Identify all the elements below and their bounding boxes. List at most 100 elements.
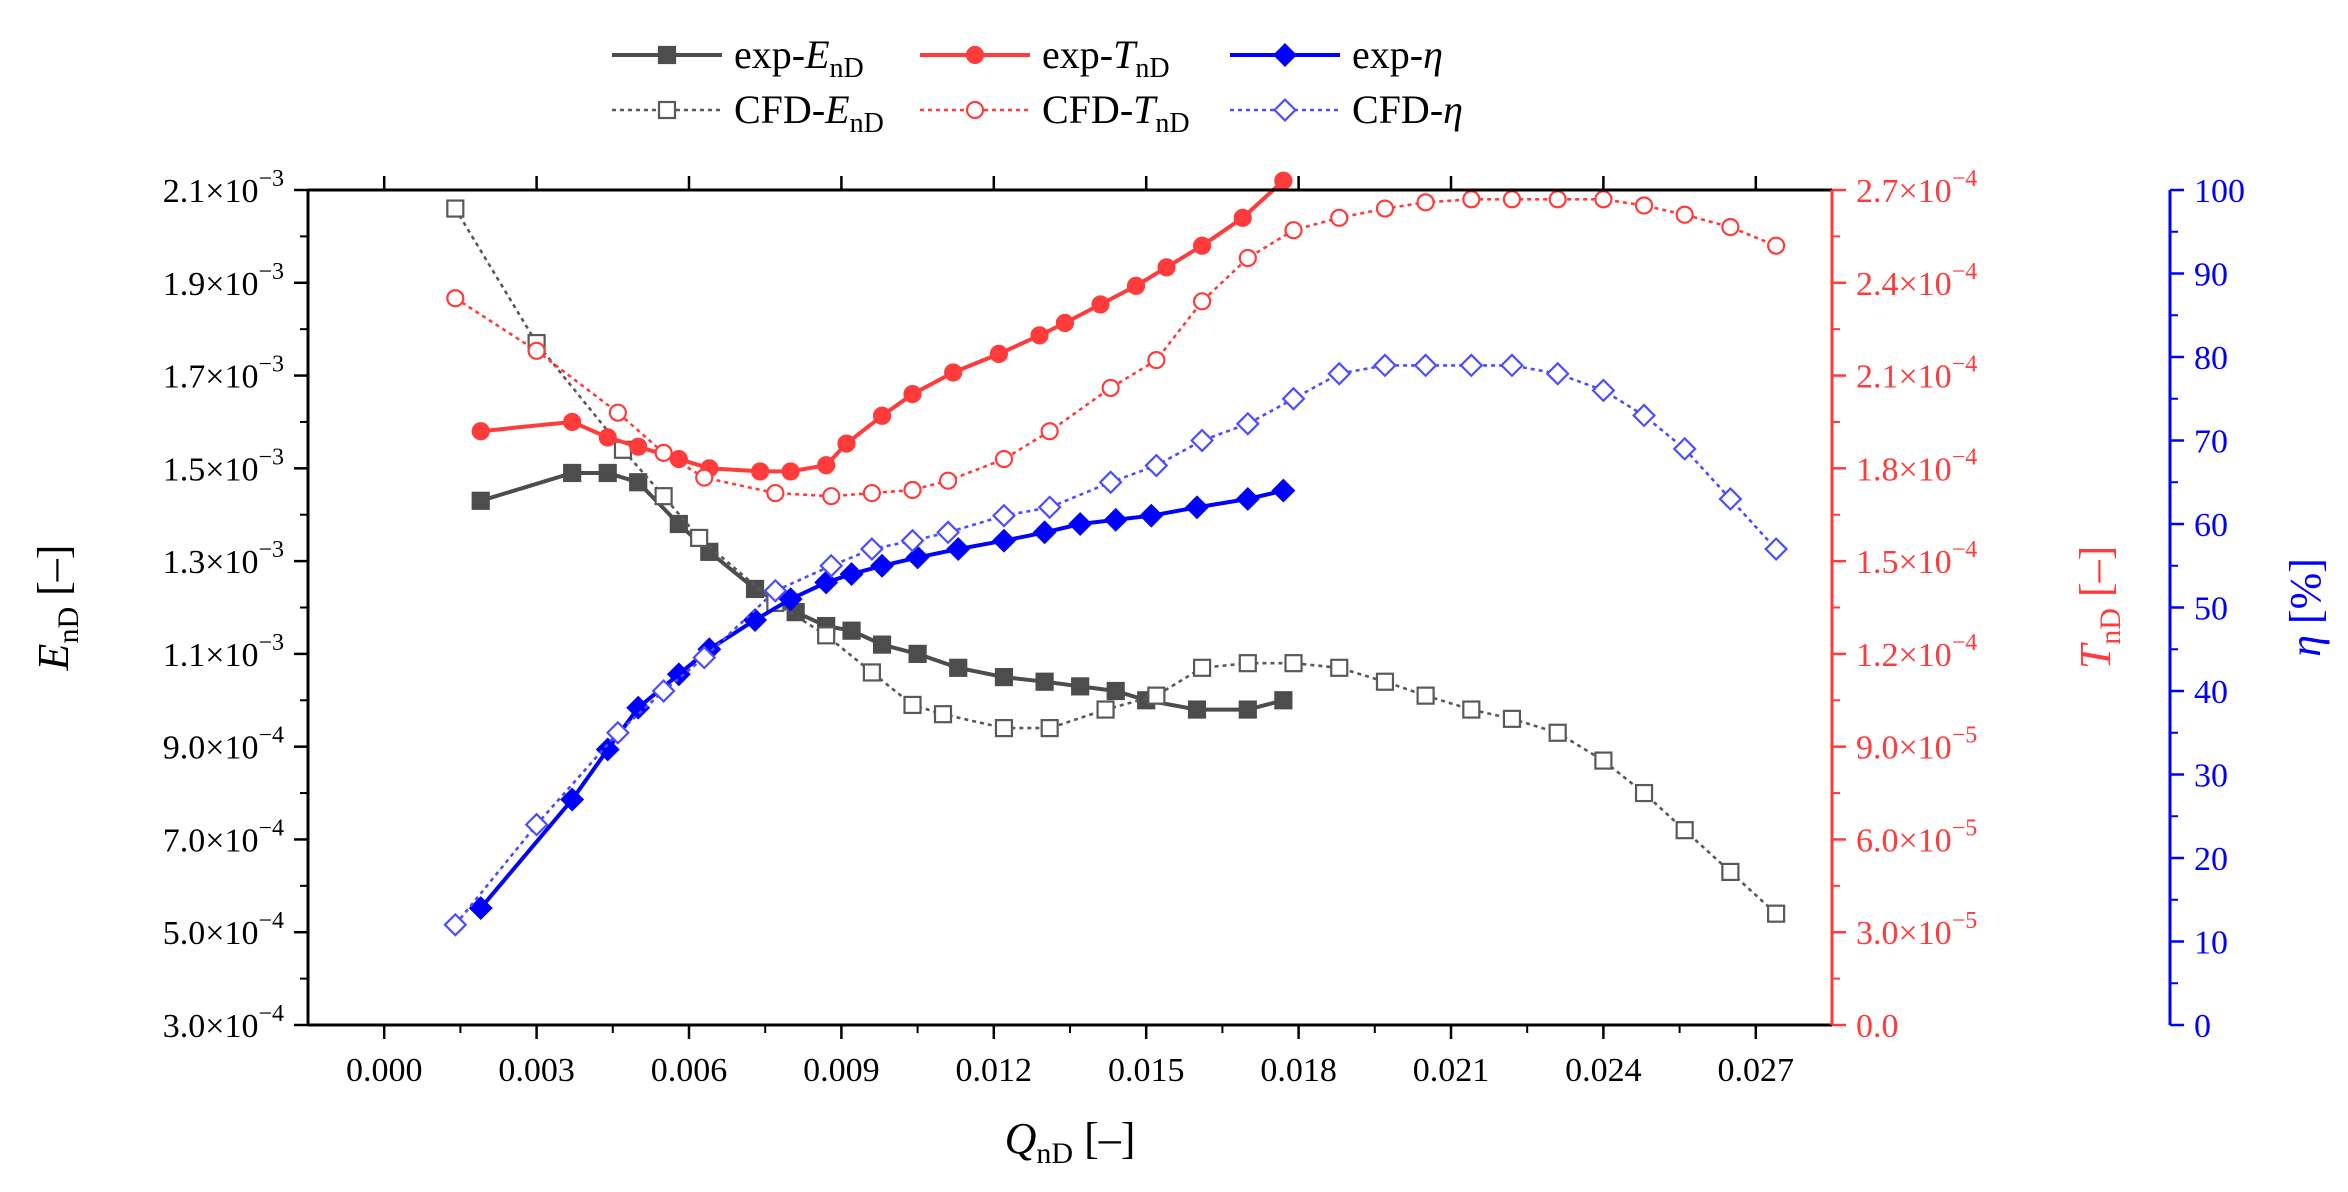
point-cfd-T [527, 341, 546, 360]
point-exp-T [872, 406, 892, 425]
point-cfd-E [1040, 719, 1059, 738]
x-tick-label: 0.018 [1260, 1052, 1337, 1089]
point-cfd-eta [443, 912, 468, 937]
point-cfd-E [1594, 751, 1613, 770]
point-exp-T [837, 434, 856, 453]
y-right2-tick-label: 10 [2194, 925, 2228, 962]
point-exp-T [471, 422, 490, 441]
y-right1-tick-label: 1.5×10−4 [1856, 537, 1977, 581]
point-exp-eta [1185, 495, 1209, 520]
y-right1-tick-label: 1.2×10−4 [1856, 630, 1977, 674]
point-cfd-eta [1591, 378, 1616, 403]
point-exp-E [471, 491, 490, 510]
legend-swatch-marker [965, 100, 985, 120]
point-cfd-T [994, 449, 1014, 469]
point-cfd-E [862, 663, 881, 682]
point-cfd-eta [763, 578, 788, 603]
legend-swatch-marker [1273, 98, 1297, 122]
point-cfd-eta [1545, 361, 1570, 386]
point-cfd-E [1502, 709, 1522, 728]
point-cfd-E [654, 487, 673, 506]
y-left-tick-label: 1.3×10−3 [163, 537, 284, 581]
point-cfd-T [1040, 422, 1059, 441]
series-line-exp-E [480, 471, 1284, 712]
y-right1-tick-label: 1.8×10−4 [1856, 444, 1977, 488]
legend-label: CFD-η [1352, 87, 1463, 132]
point-cfd-T [1416, 193, 1435, 212]
point-exp-T [1192, 236, 1212, 255]
y-right1-tick-label: 2.4×10−4 [1856, 259, 1977, 303]
point-exp-eta [1032, 520, 1057, 545]
point-cfd-T [1675, 205, 1694, 224]
point-cfd-T [695, 468, 714, 487]
point-cfd-T [1238, 248, 1257, 268]
point-exp-eta [870, 553, 894, 578]
x-tick-label: 0.012 [956, 1052, 1033, 1089]
legend-label: CFD-TnD [1042, 87, 1190, 139]
legend-label: exp-TnD [1042, 32, 1170, 84]
point-cfd-eta [1500, 353, 1524, 378]
series-line-cfd-E [454, 207, 1777, 915]
point-exp-E [1035, 672, 1054, 691]
x-tick-label: 0.015 [1108, 1052, 1185, 1089]
y-right2-axis-title: η [%] [2281, 558, 2330, 657]
point-cfd-T [1594, 190, 1613, 209]
point-cfd-E [933, 705, 953, 724]
point-cfd-E [903, 695, 922, 715]
point-cfd-T [1101, 378, 1120, 398]
point-exp-E [629, 473, 648, 492]
point-cfd-eta [1037, 495, 1062, 520]
point-exp-eta [992, 528, 1016, 553]
point-cfd-eta [1718, 486, 1743, 511]
point-cfd-E [1767, 904, 1786, 923]
point-exp-E [1106, 681, 1125, 701]
y-right2-tick-label: 90 [2194, 257, 2228, 294]
y-left-tick-label: 5.0×10−4 [163, 908, 284, 952]
point-cfd-E [1375, 672, 1395, 691]
point-exp-E [872, 635, 892, 654]
point-exp-T [1055, 313, 1075, 333]
series-exp-T [471, 171, 1293, 481]
legend-item-cfd-T: CFD-TnD [920, 87, 1190, 139]
y-right1-axis-title: TnD [–] [2071, 546, 2127, 669]
point-cfd-eta [1672, 436, 1697, 461]
point-exp-eta [1068, 512, 1093, 536]
series-cfd-T [446, 190, 1786, 506]
y-left-tick-label: 1.1×10−3 [163, 630, 284, 674]
plot-area [443, 171, 1789, 937]
point-exp-T [781, 462, 800, 481]
point-exp-T [817, 456, 836, 475]
point-cfd-T [1767, 236, 1786, 255]
point-cfd-eta [1281, 386, 1306, 411]
x-tick-label: 0.009 [803, 1052, 880, 1089]
point-exp-eta [560, 787, 585, 812]
point-cfd-E [1096, 700, 1115, 719]
point-exp-eta [946, 537, 971, 562]
y-right2-tick-label: 70 [2194, 424, 2228, 461]
y-right2-tick-label: 20 [2194, 841, 2228, 878]
x-tick-label: 0.024 [1565, 1052, 1642, 1089]
point-exp-eta [1139, 503, 1164, 528]
point-exp-eta [468, 896, 493, 921]
point-exp-T [629, 437, 648, 456]
series-exp-eta [468, 478, 1296, 921]
point-exp-E [745, 579, 765, 599]
point-cfd-E [446, 199, 465, 218]
series-cfd-E [446, 199, 1786, 923]
point-cfd-E [1147, 686, 1166, 705]
y-left-tick-label: 1.7×10−3 [163, 352, 284, 396]
point-exp-eta [1103, 507, 1128, 532]
point-exp-E [669, 514, 688, 534]
y-right1-tick-label: 2.7×10−4 [1856, 166, 1977, 210]
point-exp-E [908, 644, 927, 663]
y-right2-tick-label: 100 [2194, 173, 2245, 210]
point-cfd-eta [1764, 537, 1789, 562]
point-exp-T [598, 428, 617, 447]
point-exp-eta [666, 662, 691, 687]
point-exp-T [563, 412, 582, 432]
point-cfd-eta [1413, 353, 1438, 378]
point-cfd-E [994, 719, 1014, 738]
point-cfd-E [1416, 686, 1435, 705]
point-cfd-T [608, 403, 627, 422]
